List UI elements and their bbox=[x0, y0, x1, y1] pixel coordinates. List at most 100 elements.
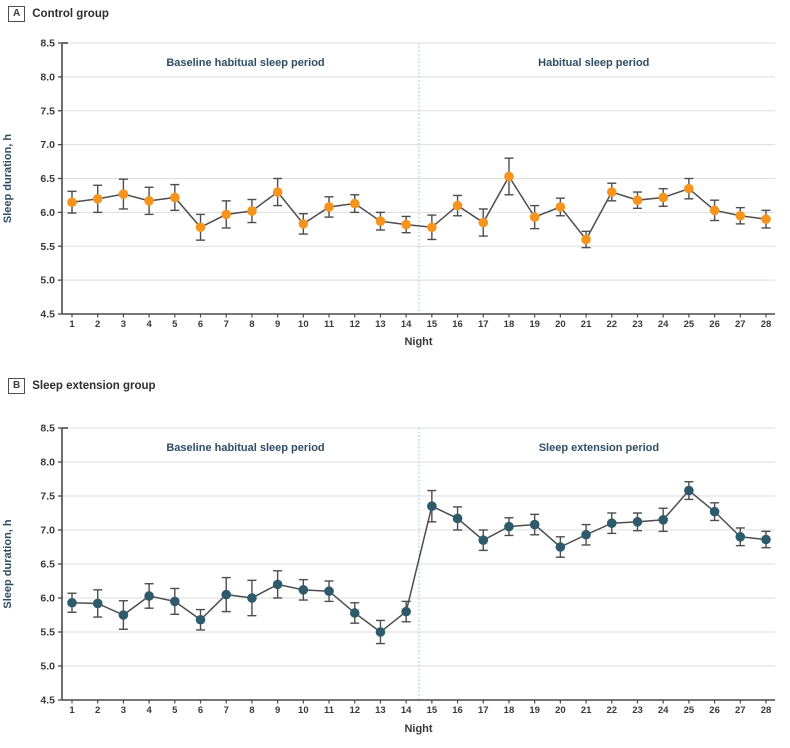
data-point bbox=[298, 219, 309, 229]
x-tick-label: 19 bbox=[529, 319, 540, 330]
data-point bbox=[606, 187, 617, 197]
data-point bbox=[735, 210, 746, 221]
data-point bbox=[581, 234, 591, 245]
x-tick-label: 20 bbox=[555, 319, 566, 330]
data-point bbox=[144, 196, 154, 206]
x-tick-label: 6 bbox=[198, 319, 203, 330]
data-point bbox=[427, 222, 437, 233]
x-tick-label: 11 bbox=[324, 705, 335, 716]
data-point bbox=[272, 187, 283, 197]
data-point bbox=[658, 515, 668, 525]
y-tick-label: 8.5 bbox=[40, 38, 55, 50]
y-tick-label: 6.5 bbox=[40, 559, 55, 571]
x-tick-label: 25 bbox=[684, 705, 695, 716]
data-point bbox=[118, 610, 129, 620]
data-point bbox=[375, 216, 386, 226]
x-tick-label: 9 bbox=[275, 705, 280, 716]
y-axis: 4.5 5.0 5.5 6.0 6.5 7.0 7.5 8.0 8.5 bbox=[40, 423, 68, 707]
x-axis: 1 2 3 4 5 6 7 8 9 10 11 12 13 14 15 16 17 18 19 20 21 22 23 24 2… bbox=[62, 699, 775, 716]
panel-a-header: A Control group bbox=[8, 6, 109, 22]
x-tick-label: 17 bbox=[478, 319, 489, 330]
data-point bbox=[118, 189, 129, 199]
y-tick-label: 4.5 bbox=[40, 309, 55, 321]
y-tick-label: 4.5 bbox=[40, 695, 55, 707]
data-point bbox=[684, 183, 694, 194]
panel-a-title: Control group bbox=[32, 8, 109, 20]
data-point bbox=[221, 209, 232, 220]
data-point bbox=[452, 513, 463, 524]
data-point bbox=[452, 200, 463, 211]
x-tick-label: 7 bbox=[224, 319, 229, 330]
data-points bbox=[67, 485, 771, 637]
y-axis: 4.5 5.0 5.5 6.0 6.5 7.0 7.5 8.0 8.5 bbox=[40, 38, 68, 321]
x-tick-label: 8 bbox=[249, 319, 254, 330]
data-point bbox=[324, 202, 334, 212]
panel-a-label-box: A bbox=[8, 6, 26, 22]
x-tick-label: 16 bbox=[452, 319, 463, 330]
x-tick-label: 1 bbox=[69, 705, 75, 716]
x-tick-label: 26 bbox=[709, 319, 720, 330]
x-tick-label: 12 bbox=[349, 705, 360, 716]
x-tick-label: 25 bbox=[684, 319, 695, 330]
x-tick-label: 17 bbox=[478, 705, 489, 716]
data-point bbox=[529, 519, 540, 530]
data-point bbox=[581, 529, 591, 540]
x-tick-label: 13 bbox=[375, 705, 386, 716]
annotation-left: Baseline habitual sleep period bbox=[166, 57, 324, 69]
data-point bbox=[555, 542, 566, 552]
data-point bbox=[401, 219, 411, 230]
x-axis-title: Night bbox=[404, 336, 432, 348]
data-point bbox=[504, 171, 514, 182]
x-tick-label: 28 bbox=[761, 319, 772, 330]
y-tick-label: 5.0 bbox=[40, 275, 55, 287]
x-tick-label: 3 bbox=[121, 705, 126, 716]
data-point bbox=[555, 202, 566, 212]
series-line bbox=[71, 175, 767, 241]
data-point bbox=[221, 589, 232, 600]
data-point bbox=[632, 195, 643, 205]
y-tick-label: 5.5 bbox=[40, 627, 55, 639]
x-tick-label: 24 bbox=[658, 705, 669, 716]
x-tick-label: 27 bbox=[735, 705, 746, 716]
panel-b-header: B Sleep extension group bbox=[8, 378, 156, 394]
y-tick-label: 6.5 bbox=[40, 173, 55, 185]
annotation-right: Habitual sleep period bbox=[538, 57, 649, 69]
x-tick-label: 6 bbox=[198, 705, 203, 716]
data-point bbox=[427, 501, 437, 511]
y-tick-label: 5.0 bbox=[40, 661, 55, 673]
data-points bbox=[67, 171, 771, 245]
x-tick-label: 2 bbox=[95, 319, 100, 330]
data-point bbox=[170, 192, 180, 203]
data-point bbox=[606, 518, 617, 528]
x-tick-label: 7 bbox=[224, 705, 229, 716]
x-tick-label: 20 bbox=[555, 705, 566, 716]
data-point bbox=[195, 222, 206, 233]
data-point bbox=[170, 596, 180, 607]
x-tick-label: 26 bbox=[709, 705, 720, 716]
x-tick-label: 27 bbox=[735, 319, 746, 330]
x-tick-label: 18 bbox=[504, 705, 515, 716]
x-tick-label: 14 bbox=[401, 319, 412, 330]
x-tick-label: 10 bbox=[298, 705, 309, 716]
x-tick-label: 1 bbox=[69, 319, 75, 330]
data-point bbox=[92, 598, 103, 609]
data-point bbox=[375, 627, 386, 637]
data-point bbox=[478, 535, 489, 545]
y-tick-label: 8.0 bbox=[40, 71, 55, 83]
annotation-left: Baseline habitual sleep period bbox=[166, 442, 324, 454]
data-point bbox=[247, 206, 257, 216]
data-point bbox=[144, 591, 154, 601]
data-point bbox=[247, 593, 257, 603]
x-tick-label: 11 bbox=[324, 319, 335, 330]
data-point bbox=[761, 534, 771, 545]
x-tick-label: 13 bbox=[375, 319, 386, 330]
x-tick-label: 21 bbox=[581, 319, 592, 330]
panel-b-label-box: B bbox=[8, 378, 26, 394]
data-point bbox=[709, 205, 720, 216]
x-tick-label: 4 bbox=[146, 319, 152, 330]
data-point bbox=[735, 532, 746, 542]
data-point bbox=[324, 586, 334, 596]
x-tick-label: 9 bbox=[275, 319, 280, 330]
x-tick-label: 22 bbox=[606, 705, 617, 716]
